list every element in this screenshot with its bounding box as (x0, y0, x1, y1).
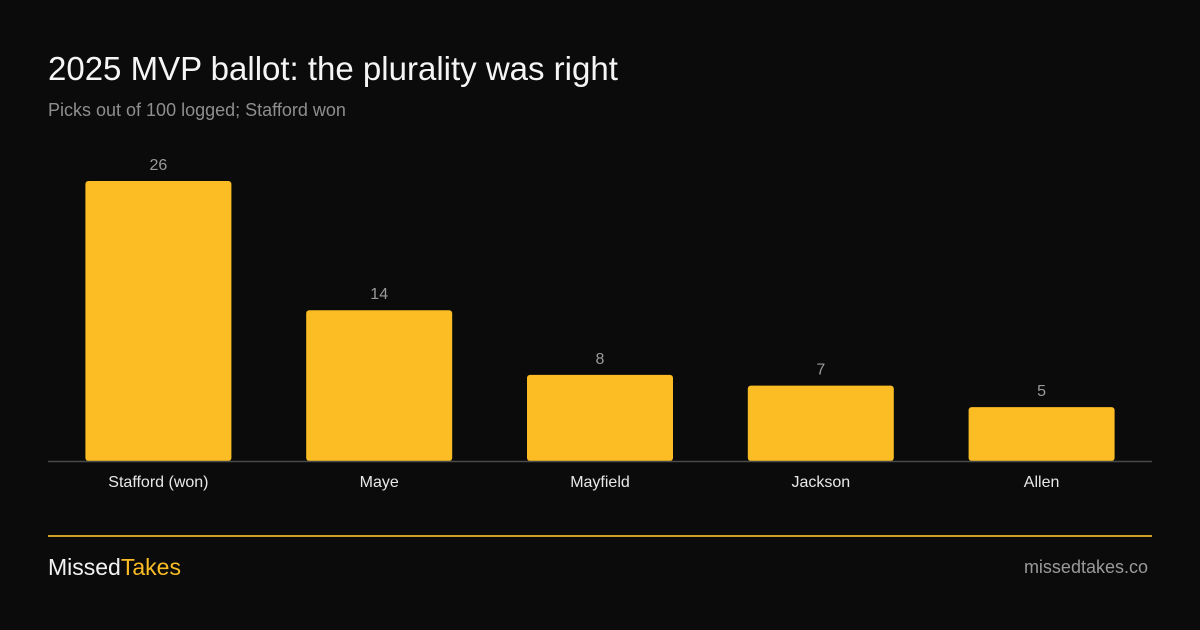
category-label-3: Jackson (791, 474, 850, 491)
bar-2 (527, 374, 673, 461)
category-label-1: Maye (360, 474, 399, 491)
bar-value-label-4: 5 (1037, 383, 1046, 400)
bar-chart: 26 Stafford (won) 14 Maye 8 Mayfield 7 Jackson 5… (48, 157, 1152, 491)
footer-divider (48, 535, 1152, 537)
bar-0 (85, 181, 232, 461)
chart-subtitle: Picks out of 100 logged; Stafford won (48, 100, 346, 120)
site-url: missedtakes.co (1023, 557, 1148, 577)
category-label-4: Allen (1024, 474, 1060, 491)
brand-name-part1: Missed (48, 554, 121, 580)
brand-logo: MissedTakes (48, 554, 181, 581)
bar-value-label-0: 26 (150, 157, 168, 174)
bar-value-label-2: 8 (596, 351, 605, 368)
category-label-2: Mayfield (570, 474, 630, 491)
bar-3 (747, 385, 894, 461)
bar-value-label-3: 7 (816, 362, 825, 379)
brand-name-part2: Takes (120, 554, 181, 580)
bar-1 (306, 310, 453, 461)
bar-value-label-1: 14 (370, 286, 388, 303)
bar-4 (968, 407, 1115, 461)
category-label-0: Stafford (won) (108, 474, 208, 491)
chart-title: 2025 MVP ballot: the plurality was right (48, 50, 618, 87)
